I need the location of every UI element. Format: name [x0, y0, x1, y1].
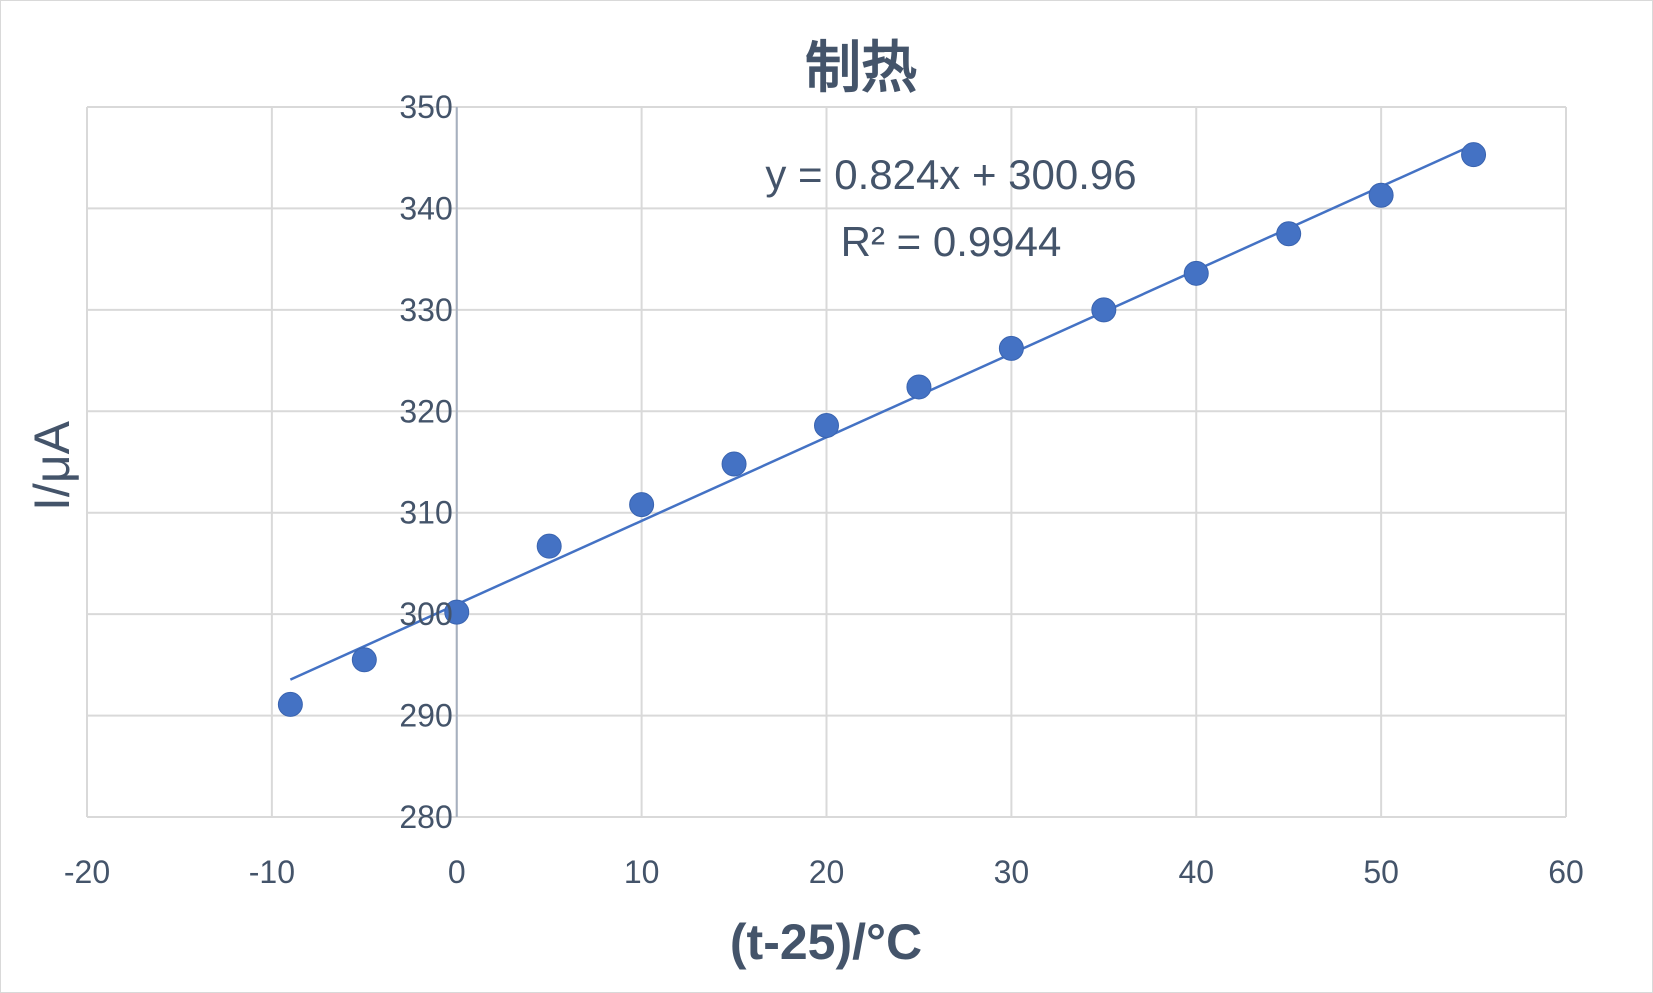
x-tick-label: 50: [1363, 854, 1399, 890]
x-tick-label: 40: [1178, 854, 1214, 890]
y-tick-label: 340: [399, 190, 452, 226]
data-point: [1368, 182, 1394, 208]
y-tick-label: 280: [399, 799, 452, 835]
x-tick-label: 0: [448, 854, 466, 890]
x-tick-label: 20: [809, 854, 845, 890]
x-tick-label: 30: [994, 854, 1030, 890]
data-point: [1276, 221, 1302, 247]
trendline-r-squared: R² = 0.9944: [841, 218, 1062, 265]
data-point: [536, 533, 562, 559]
data-point: [721, 451, 747, 477]
y-tick-label: 320: [399, 393, 452, 429]
data-point: [351, 647, 377, 673]
data-points: [277, 142, 1487, 717]
chart-title: 制热: [805, 36, 917, 101]
y-tick-label: 350: [399, 89, 452, 125]
gridlines: [86, 106, 1567, 818]
x-tick-label: 10: [624, 854, 660, 890]
x-axis-title: (t-25)/°C: [730, 914, 922, 970]
x-tick-label: -10: [249, 854, 295, 890]
tick-labels: 280 290 300 310 320 330 340 350 -20 -10 0 10 20 30 40 5…: [64, 89, 1584, 890]
y-axis-title: I/μA: [24, 420, 80, 511]
data-point: [629, 492, 655, 518]
y-tick-label: 290: [399, 698, 452, 734]
data-point: [814, 412, 839, 438]
data-point: [906, 374, 932, 400]
x-tick-label: 60: [1548, 854, 1584, 890]
y-tick-label: 310: [399, 495, 452, 531]
data-point: [1183, 260, 1209, 286]
data-point: [1091, 297, 1117, 323]
data-point: [277, 691, 303, 717]
y-tick-label: 300: [399, 596, 452, 632]
y-tick-label: 330: [399, 292, 452, 328]
data-point: [1461, 142, 1487, 168]
data-point: [998, 335, 1024, 361]
x-tick-label: -20: [64, 854, 110, 890]
trendline-equation: y = 0.824x + 300.96: [765, 151, 1136, 198]
data-point: [444, 599, 470, 625]
